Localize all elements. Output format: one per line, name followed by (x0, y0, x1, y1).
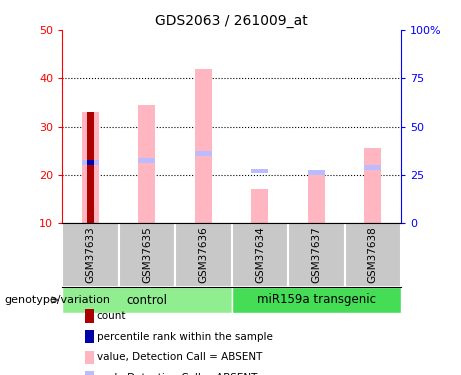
Bar (308, 172, 325, 223)
Bar (251, 189, 268, 223)
Bar (195, 69, 212, 223)
Bar (82, 112, 99, 223)
Text: control: control (126, 294, 167, 306)
Bar (251, 169, 268, 173)
Text: genotype/variation: genotype/variation (5, 295, 111, 305)
Bar (87, 112, 94, 223)
Bar (138, 105, 155, 223)
Bar (231, 287, 401, 313)
Bar (82, 160, 99, 165)
Text: rank, Detection Call = ABSENT: rank, Detection Call = ABSENT (97, 373, 257, 375)
Bar (344, 223, 401, 287)
Text: miR159a transgenic: miR159a transgenic (257, 294, 376, 306)
Bar (364, 165, 381, 170)
Text: GSM37637: GSM37637 (311, 226, 321, 283)
Title: GDS2063 / 261009_at: GDS2063 / 261009_at (155, 13, 308, 28)
Bar (175, 223, 231, 287)
Bar (62, 287, 231, 313)
Bar (62, 223, 118, 287)
Bar (195, 151, 212, 156)
Bar (308, 170, 325, 175)
Bar (364, 148, 381, 223)
Text: GSM37633: GSM37633 (85, 226, 95, 283)
Bar (138, 158, 155, 163)
Text: value, Detection Call = ABSENT: value, Detection Call = ABSENT (97, 352, 262, 362)
Text: GSM37638: GSM37638 (368, 226, 378, 283)
Text: GSM37635: GSM37635 (142, 226, 152, 283)
Text: percentile rank within the sample: percentile rank within the sample (97, 332, 273, 342)
Bar (231, 223, 288, 287)
Text: GSM37636: GSM37636 (198, 226, 208, 283)
Text: GSM37634: GSM37634 (255, 226, 265, 283)
Bar (87, 160, 94, 165)
Bar (118, 223, 175, 287)
Text: count: count (97, 311, 126, 321)
Bar (288, 223, 344, 287)
